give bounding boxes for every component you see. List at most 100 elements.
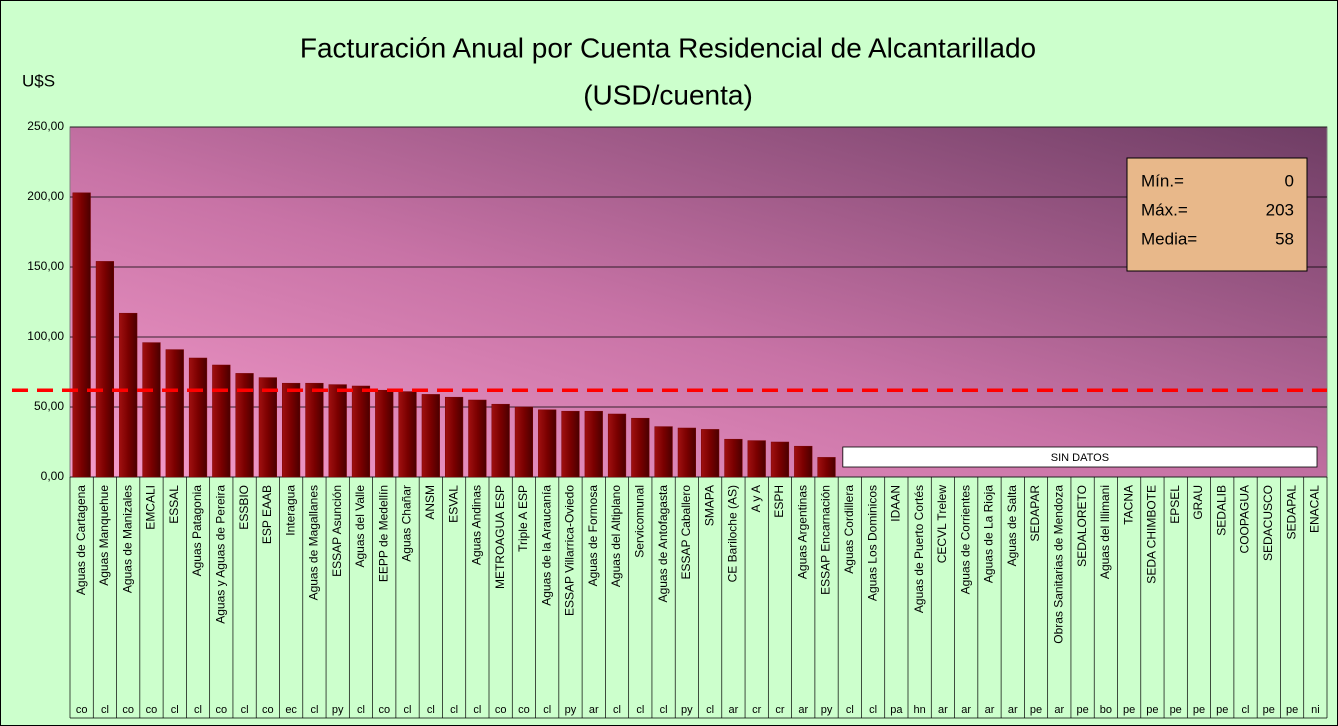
x-tick-label: ESSAP Villarrica-Oviedo — [563, 485, 577, 616]
country-code: py — [332, 704, 344, 716]
country-code: py — [821, 704, 833, 716]
bar — [188, 357, 208, 478]
x-tick-label: ESSAP Asunción — [330, 485, 344, 577]
x-tick-label: Aguas Patagonia — [190, 485, 204, 577]
bar — [212, 364, 231, 478]
x-tick-label: Aguas Andinas — [470, 485, 484, 565]
bar — [142, 342, 161, 478]
country-code: pe — [1123, 704, 1135, 716]
country-code: py — [565, 704, 577, 716]
bar — [421, 394, 440, 478]
y-tick-label: 100,00 — [27, 329, 64, 343]
country-code: co — [262, 704, 274, 716]
bar — [328, 384, 347, 478]
x-tick-label: CECVL Trelew — [935, 485, 949, 564]
x-tick-label: ANSM — [423, 485, 437, 520]
stats-label: Mín.= — [1141, 171, 1184, 190]
y-tick-label: 50,00 — [34, 399, 64, 413]
x-tick-label: Aguas de Magallanes — [307, 485, 321, 600]
bar — [770, 441, 790, 478]
country-code: ar — [1054, 704, 1064, 716]
x-tick-label: ESSAP Encarnación — [819, 485, 833, 595]
x-tick-label: COOPAGUA — [1238, 485, 1252, 553]
country-code: cl — [450, 704, 458, 716]
country-code: cl — [706, 704, 714, 716]
country-code: ar — [729, 704, 739, 716]
country-code: ar — [589, 704, 599, 716]
x-tick-label: SEDALIB — [1214, 485, 1228, 536]
bar — [398, 391, 417, 478]
bar — [514, 406, 534, 478]
country-code: co — [215, 704, 227, 716]
country-code: pe — [1146, 704, 1158, 716]
country-code: cl — [1242, 704, 1250, 716]
stats-value: 58 — [1275, 229, 1294, 248]
x-tick-label: Aguas de la Araucanía — [539, 485, 553, 606]
country-code: cl — [171, 704, 179, 716]
x-tick-label: ENACAL — [1308, 485, 1322, 533]
country-code: pa — [890, 704, 903, 716]
x-tick-label: Aguas de Formosa — [586, 485, 600, 587]
country-code: pe — [1193, 704, 1205, 716]
country-code: py — [681, 704, 693, 716]
country-code: bo — [1100, 704, 1112, 716]
country-code: co — [76, 704, 88, 716]
x-tick-label: GRAU — [1191, 485, 1205, 520]
bar — [235, 373, 254, 478]
x-tick-label: Aguas del Illimani — [1098, 485, 1112, 579]
bar — [351, 385, 371, 478]
country-code: cl — [613, 704, 621, 716]
x-tick-label: Servicomunal — [632, 485, 646, 558]
country-code: pe — [1263, 704, 1275, 716]
stats-label: Media= — [1141, 229, 1197, 248]
bar — [305, 382, 324, 478]
x-tick-label: Triple A ESP — [516, 485, 530, 552]
plot-area — [69, 126, 1328, 478]
bar — [72, 192, 91, 478]
x-tick-label: Aguas de Salta — [1005, 485, 1019, 567]
y-tick-label: 150,00 — [27, 259, 64, 273]
x-tick-label: METROAGUA ESP — [493, 485, 507, 589]
country-code: cr — [775, 704, 785, 716]
bar — [375, 389, 394, 478]
no-data-label: SIN DATOS — [1051, 452, 1109, 464]
country-code: co — [378, 704, 390, 716]
x-tick-label: ESP EAAB — [260, 485, 274, 544]
country-code: cl — [846, 704, 854, 716]
x-tick-label: Aguas de Cartagena — [74, 485, 88, 595]
chart-title: Facturación Anual por Cuenta Residencial… — [300, 32, 1036, 63]
x-tick-label: EEPP de Medellín — [376, 485, 390, 582]
country-code: co — [518, 704, 530, 716]
x-tick-label: TACNA — [1121, 485, 1135, 525]
bar — [654, 426, 673, 478]
country-code: hn — [914, 704, 926, 716]
x-tick-label: Aguas Los Dominicos — [865, 485, 879, 601]
country-code: pe — [1286, 704, 1298, 716]
country-code: cl — [427, 704, 435, 716]
x-tick-label: Aguas del Altiplano — [609, 485, 623, 587]
x-tick-label: A y A — [749, 485, 763, 512]
country-code: pe — [1030, 704, 1042, 716]
x-tick-label: SMAPA — [702, 485, 716, 526]
country-code: ec — [285, 704, 297, 716]
country-code: cl — [543, 704, 551, 716]
bar — [724, 438, 743, 478]
x-tick-label: Aguas del Valle — [353, 485, 367, 568]
country-code: cl — [869, 704, 877, 716]
country-code: cl — [241, 704, 249, 716]
bar — [538, 409, 557, 478]
x-tick-label: SEDA CHIMBOTE — [1145, 485, 1159, 584]
country-code: co — [146, 704, 158, 716]
country-code: ar — [961, 704, 971, 716]
x-tick-label: Aguas y Aguas de Pereira — [213, 485, 227, 624]
bar — [817, 457, 836, 478]
bar — [607, 413, 627, 478]
x-tick-label: Aguas de Manizales — [120, 485, 134, 593]
bar — [95, 261, 115, 478]
x-tick-label: EPSEL — [1168, 485, 1182, 524]
x-tick-label: Aguas de Antofagasta — [656, 485, 670, 603]
bar — [701, 429, 720, 478]
x-tick-label: SEDAPAL — [1284, 485, 1298, 540]
x-tick-label: ESVAL — [446, 485, 460, 523]
bar — [282, 382, 301, 478]
